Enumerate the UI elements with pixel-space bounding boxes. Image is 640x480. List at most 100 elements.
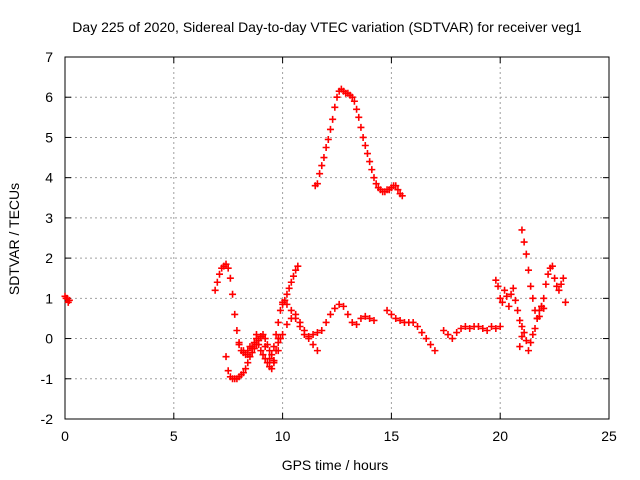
data-point <box>414 322 422 330</box>
data-point <box>266 355 274 363</box>
data-point <box>440 327 448 335</box>
y-tick-label: 2 <box>45 250 53 266</box>
data-point <box>498 298 506 306</box>
data-point <box>453 329 461 337</box>
data-point <box>422 335 430 343</box>
grid-lines <box>65 57 609 419</box>
data-point <box>335 300 343 308</box>
data-point <box>313 180 321 188</box>
data-point <box>340 302 348 310</box>
data-point <box>509 284 517 292</box>
data-point <box>383 306 391 314</box>
data-point <box>279 298 287 306</box>
data-point <box>215 270 223 278</box>
data-point <box>496 294 504 302</box>
data-point <box>272 331 280 339</box>
data-point <box>548 262 556 270</box>
data-point <box>292 266 300 274</box>
data-point <box>535 306 543 314</box>
data-point <box>361 141 369 149</box>
data-point <box>222 260 230 268</box>
data-point <box>533 314 541 322</box>
data-point <box>357 123 365 131</box>
y-tick-label: -2 <box>41 411 54 427</box>
data-point <box>224 367 232 375</box>
data-point <box>355 113 363 121</box>
data-point <box>350 97 358 105</box>
x-tick-label: 5 <box>170 428 178 444</box>
data-point <box>479 325 487 332</box>
data-point <box>516 343 524 351</box>
series-late-1 <box>492 276 526 330</box>
data-point <box>444 331 452 339</box>
data-point <box>318 327 326 335</box>
data-point <box>274 335 282 343</box>
data-point <box>353 320 361 328</box>
data-point <box>274 347 282 355</box>
data-point <box>366 158 374 166</box>
data-point <box>326 125 334 133</box>
data-point <box>398 192 406 200</box>
data-point <box>518 226 526 234</box>
data-point <box>239 347 247 355</box>
data-point <box>283 300 291 308</box>
data-point <box>229 290 237 298</box>
data-point <box>538 302 546 310</box>
data-point <box>231 310 239 318</box>
data-point <box>316 170 324 178</box>
data-point <box>300 327 308 335</box>
data-point <box>331 304 339 312</box>
data-point <box>494 282 502 290</box>
data-point <box>285 284 293 292</box>
data-point <box>503 292 511 300</box>
chart-title: Day 225 of 2020, Sidereal Day-to-day VTE… <box>72 19 582 35</box>
data-point <box>270 357 278 365</box>
data-point <box>222 353 230 361</box>
data-point <box>392 182 400 190</box>
data-point <box>257 333 265 341</box>
data-point <box>496 322 504 330</box>
data-point <box>318 162 326 170</box>
data-point <box>344 310 352 318</box>
data-point <box>322 144 330 151</box>
data-point <box>555 286 563 294</box>
data-point <box>396 316 404 324</box>
data-marks <box>61 85 569 383</box>
data-point <box>252 341 260 349</box>
data-point <box>244 359 252 367</box>
data-point <box>353 105 361 113</box>
data-point <box>348 93 356 101</box>
data-point <box>487 322 495 330</box>
data-point <box>331 103 339 111</box>
data-point <box>248 343 256 351</box>
data-point <box>518 333 526 341</box>
series-peak <box>311 85 406 200</box>
data-point <box>557 280 565 288</box>
data-point <box>418 329 426 337</box>
y-tick-label: 4 <box>45 170 53 186</box>
tick-labels: 0 5 10 15 20 25 -2 -1 0 1 2 3 4 5 6 7 <box>41 49 617 444</box>
data-point <box>551 274 559 282</box>
data-point <box>492 276 500 284</box>
y-tick-label: 1 <box>45 290 53 306</box>
data-point <box>559 274 567 282</box>
data-point <box>259 351 267 359</box>
data-point <box>287 314 295 322</box>
data-point <box>324 135 332 143</box>
data-point <box>276 306 284 314</box>
data-point <box>409 318 417 326</box>
data-point <box>492 325 500 332</box>
data-point <box>483 327 491 335</box>
x-tick-label: 0 <box>61 428 69 444</box>
data-point <box>270 343 278 351</box>
data-point <box>213 278 221 286</box>
data-point <box>505 302 513 310</box>
data-point <box>239 369 247 377</box>
data-point <box>242 365 250 373</box>
data-point <box>561 298 569 306</box>
data-point <box>261 343 269 351</box>
data-point <box>309 331 317 339</box>
data-point <box>518 322 526 330</box>
data-point <box>294 262 302 270</box>
data-point <box>474 322 482 330</box>
